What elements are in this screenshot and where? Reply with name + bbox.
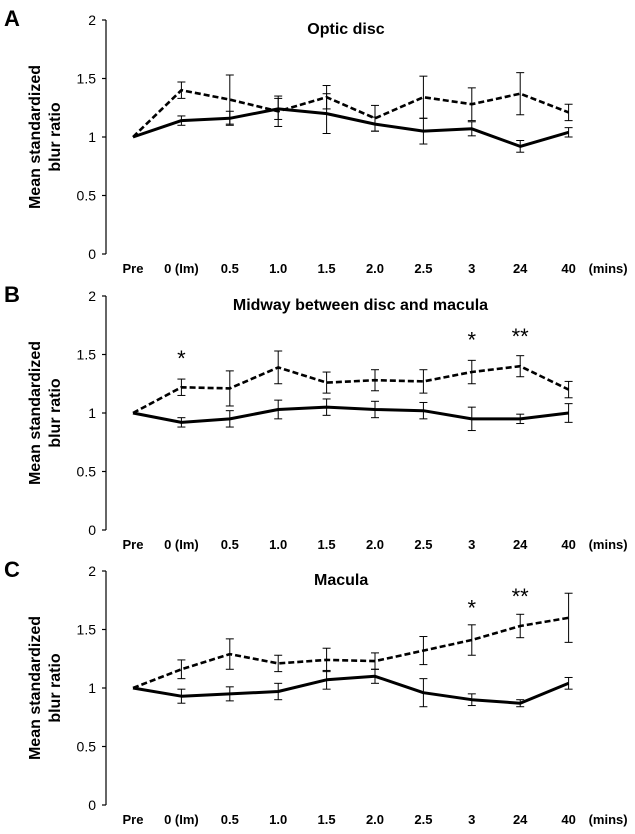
series-line-solid: [132, 405, 569, 424]
x-tick-label: 40: [561, 537, 575, 552]
x-tick-label: 0.5: [221, 537, 239, 552]
y-tick-label: 0: [88, 522, 96, 538]
x-tick-label: 0.5: [221, 812, 239, 827]
series-line-dashed: [132, 88, 570, 138]
x-tick-label: 2.0: [366, 537, 384, 552]
x-tick-label: 40: [561, 812, 575, 827]
x-tick-label: 2.5: [414, 261, 432, 276]
y-tick-label: 2: [88, 563, 96, 579]
y-tick-label: 1.5: [77, 71, 97, 87]
y-tick-label: 0: [88, 246, 96, 262]
x-tick-label: 2.5: [414, 537, 432, 552]
y-tick-label: 2: [88, 12, 96, 28]
panel-title: Optic disc: [307, 21, 384, 38]
x-tick-label: 3: [468, 537, 475, 552]
panel-title: Macula: [314, 572, 368, 589]
x-tick-label: 0.5: [221, 261, 239, 276]
y-axis-label: Mean standardized: [27, 341, 44, 485]
significance-marker: *: [177, 346, 186, 371]
x-tick-label: Pre: [123, 261, 144, 276]
x-tick-label: 24: [513, 261, 528, 276]
y-axis-label: blur ratio: [47, 653, 64, 723]
x-tick-label: 1.0: [269, 261, 287, 276]
series-line-dashed: [132, 616, 569, 690]
x-tick-label: 1.5: [318, 261, 336, 276]
x-tick-label: 40: [561, 261, 575, 276]
x-tick-label: 2.0: [366, 812, 384, 827]
x-tick-label: 1.0: [269, 812, 287, 827]
x-unit-label: (mins): [589, 537, 628, 552]
x-tick-label: 0 (Im): [164, 537, 199, 552]
x-tick-label: Pre: [123, 537, 144, 552]
y-tick-label: 0.5: [77, 464, 97, 480]
x-unit-label: (mins): [589, 261, 628, 276]
y-tick-label: 1: [88, 680, 96, 696]
y-tick-label: 1: [88, 129, 96, 145]
y-axis-label: Mean standardized: [27, 65, 44, 209]
x-tick-label: 1.5: [318, 812, 336, 827]
y-tick-label: 1.5: [77, 347, 97, 363]
panel-letter: A: [4, 6, 20, 31]
x-tick-label: 0 (Im): [164, 812, 199, 827]
significance-marker: **: [512, 324, 530, 349]
x-tick-label: Pre: [123, 812, 144, 827]
x-tick-label: 3: [468, 812, 475, 827]
x-tick-label: 1.0: [269, 537, 287, 552]
significance-marker: **: [512, 584, 530, 609]
series-line-solid: [132, 674, 570, 705]
y-tick-label: 1.5: [77, 622, 97, 638]
significance-marker: *: [468, 595, 477, 620]
y-axis-label: blur ratio: [47, 378, 64, 448]
x-tick-label: 2.5: [414, 812, 432, 827]
significance-marker: *: [468, 327, 477, 352]
y-axis-label: blur ratio: [47, 102, 64, 172]
x-unit-label: (mins): [589, 812, 628, 827]
x-tick-label: 3: [468, 261, 475, 276]
series-line-dashed: [132, 364, 570, 415]
y-tick-label: 0.5: [77, 739, 97, 755]
panel-letter: C: [4, 557, 20, 582]
x-tick-label: 0 (Im): [164, 261, 199, 276]
y-tick-label: 2: [88, 288, 96, 304]
panel-letter: B: [4, 282, 20, 307]
panel-title: Midway between disc and macula: [233, 297, 488, 314]
x-tick-label: 24: [513, 812, 528, 827]
y-tick-label: 0.5: [77, 188, 97, 204]
x-tick-label: 1.5: [318, 537, 336, 552]
y-tick-label: 0: [88, 797, 96, 813]
series-line-solid: [132, 107, 570, 148]
x-tick-label: 2.0: [366, 261, 384, 276]
y-tick-label: 1: [88, 405, 96, 421]
x-tick-label: 24: [513, 537, 528, 552]
y-axis-label: Mean standardized: [27, 616, 44, 760]
